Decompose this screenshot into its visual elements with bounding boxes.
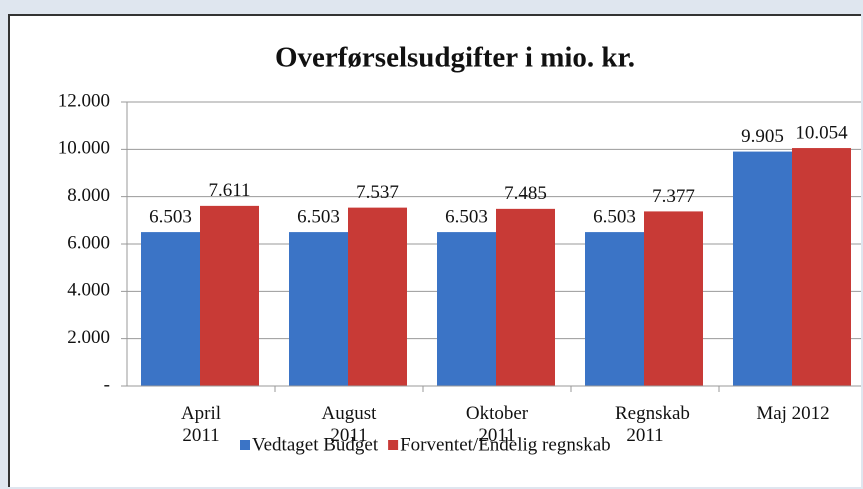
- data-label: 7.537: [356, 182, 399, 203]
- x-tick-label: Maj 2012: [756, 403, 830, 424]
- data-label: 7.485: [504, 183, 547, 204]
- x-tick-label: August 2011: [321, 403, 377, 446]
- y-tick-label: 2.000: [67, 327, 110, 348]
- bar: [200, 205, 259, 386]
- y-tick-label: 8.000: [67, 185, 110, 206]
- y-tick-label: 4.000: [67, 280, 110, 301]
- y-tick-label: 12.000: [58, 90, 110, 111]
- bar: [496, 208, 555, 386]
- bar: [289, 232, 348, 386]
- y-tick-label: 10.000: [58, 138, 110, 159]
- x-tick-label: April 2011: [180, 403, 222, 446]
- legend-label: Forventet/Endelig regnskab: [400, 434, 611, 455]
- bar: [733, 151, 792, 386]
- chart: Overførselsudgifter i mio. kr. - 2.000 4.0…: [58, 42, 861, 455]
- y-tick-label: -: [104, 374, 110, 395]
- data-label: 6.503: [297, 206, 340, 227]
- chart-title: Overførselsudgifter i mio. kr.: [275, 42, 635, 74]
- legend-swatch: [388, 440, 399, 450]
- x-tick-label: Oktober 2011: [465, 403, 529, 446]
- bar: [348, 207, 407, 386]
- data-label: 7.611: [208, 180, 250, 201]
- legend-label: Vedtaget Budget: [252, 434, 379, 455]
- data-label: 6.503: [593, 206, 636, 227]
- data-label: 6.503: [445, 206, 488, 227]
- bar: [141, 232, 200, 386]
- bar: [644, 211, 703, 386]
- legend-swatch: [240, 440, 250, 450]
- x-tick-label: Regnskab 2011: [615, 403, 690, 446]
- bar: [792, 148, 851, 386]
- data-label: 6.503: [149, 206, 192, 227]
- data-label: 10.054: [795, 122, 848, 143]
- bar: [437, 232, 496, 386]
- data-label: 9.905: [741, 126, 784, 147]
- chart-frame: Overførselsudgifter i mio. kr. - 2.000 4.0…: [8, 14, 861, 487]
- bar: [585, 232, 644, 386]
- data-label: 7.377: [652, 186, 695, 207]
- y-tick-label: 6.000: [67, 232, 110, 253]
